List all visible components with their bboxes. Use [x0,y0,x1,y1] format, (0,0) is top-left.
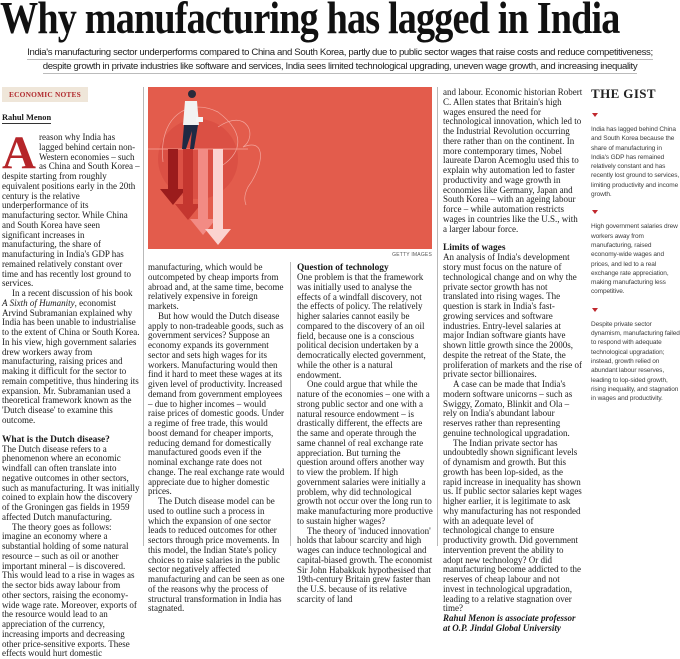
paragraph: One could argue that while the nature of… [297,380,433,526]
drop-cap: A [2,135,36,171]
headline: Why manufacturing has lagged in India [0,0,620,41]
gist-point: High government salaries drew workers aw… [591,222,680,296]
subhead-line-2: despite growth in private industries lik… [43,60,638,74]
byline: Rahul Menon [2,113,51,124]
author-note: Rahul Menon is associate professor at O.… [443,614,583,634]
article-illustration [148,87,432,249]
article-column-4: and labour. Economic historian Robert C.… [443,88,583,634]
section-tag: ECONOMIC NOTES [2,87,88,102]
paragraph: In a recent discussion of his book A Six… [2,289,140,426]
triangle-bullet-icon [592,308,598,312]
triangle-bullet-icon [592,113,598,117]
paragraph: But how would the Dutch disease apply to… [148,312,285,497]
gist-point: Despite private sector dynamism, manufac… [591,320,680,404]
paragraph: The Dutch disease refers to a phenomenon… [2,445,140,523]
triangle-bullet-icon [592,210,598,214]
falling-arrows-illustration [148,87,432,249]
paragraph-text: , economist Arvind Subramanian explained… [2,298,139,425]
gist-sidebar: THE GIST India has lagged behind China a… [591,86,680,403]
column-divider [290,262,291,546]
subhead-line-1: India's manufacturing sector underperfor… [27,46,653,60]
book-title: A Sixth of Humanity [2,298,75,308]
article-column-3: Question of technology One problem is th… [297,263,433,605]
paragraph: and labour. Economic historian Robert C.… [443,88,583,234]
gist-point: India has lagged behind China and South … [591,125,680,199]
gist-title: THE GIST [591,86,680,102]
paragraph: The Dutch disease model can be used to o… [148,497,285,614]
paragraph: A case can be made that India's modern s… [443,380,583,439]
column-divider [437,87,438,546]
image-credit: GETTY IMAGES [392,252,432,258]
column-divider [143,87,144,546]
paragraph-text: In a recent discussion of his book [12,288,132,298]
paragraph: manufacturing, which would be outcompete… [148,263,285,312]
subhead: India's manufacturing sector underperfor… [0,46,680,74]
subheading: What is the Dutch disease? [2,435,140,445]
paragraph: One problem is that the framework was in… [297,273,433,380]
article-column-2: manufacturing, which would be outcompete… [148,263,285,614]
paragraph: The Indian private sector has undoubtedl… [443,439,583,615]
paragraph: The theory of 'induced innovation' holds… [297,527,433,605]
paragraph: An analysis of India's development story… [443,253,583,380]
paragraph: The theory goes as follows: imagine an e… [2,523,140,659]
